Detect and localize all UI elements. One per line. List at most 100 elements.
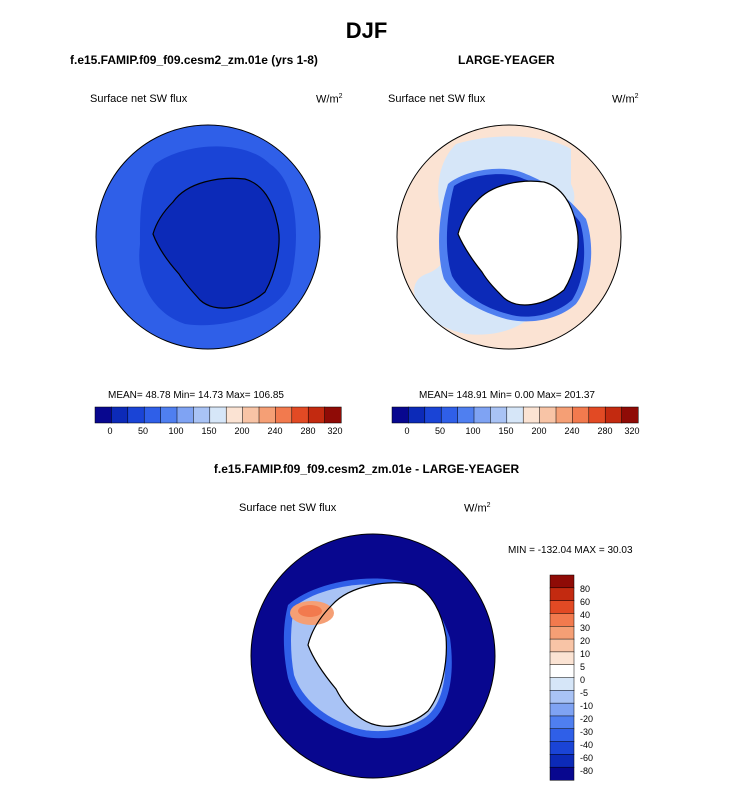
panel-2-colorbar-ticks: 0 50 100 150 200 240 280 320 (392, 426, 639, 438)
colorbar-swatch (440, 406, 459, 424)
panel-1-colorbar (94, 406, 342, 424)
colorbar-swatch (94, 406, 112, 424)
colorbar-swatch (391, 406, 409, 424)
colorbar-swatch (275, 406, 293, 424)
panel-2-coastline (457, 180, 579, 306)
panel-3-positive-anomaly-core (298, 605, 322, 617)
panel-1-colorbar-ticks: 0 50 100 150 200 240 280 320 (95, 426, 343, 438)
colorbar-swatch (258, 406, 276, 424)
colorbar-swatch (291, 406, 309, 424)
colorbar-swatch (324, 406, 342, 424)
figure-title: DJF (345, 18, 388, 43)
colorbar-swatch (143, 406, 162, 424)
cb2-tick: 100 (465, 426, 481, 436)
panel-1-map-border (95, 124, 321, 350)
panel-2-polar-map (396, 124, 622, 350)
panel-3-stats: MIN = -132.04 MAX = 30.03 (508, 545, 633, 556)
cb3-tick: 0 (580, 675, 586, 685)
colorbar-swatch (555, 406, 573, 424)
cb3-tick: -80 (580, 766, 594, 776)
colorbar-swatch (549, 574, 575, 589)
panel-1-antarctica-fill (153, 178, 280, 309)
colorbar-swatch (457, 406, 475, 424)
colorbar-swatch (549, 741, 575, 755)
colorbar-swatch (209, 406, 227, 424)
cb3-tick: -30 (580, 727, 594, 737)
colorbar-swatch (549, 587, 575, 602)
colorbar-swatch (522, 406, 541, 424)
colorbar-swatch (193, 406, 211, 424)
panel-2-map-border (396, 124, 622, 350)
panel-2-variable-label: Surface net SW flux (388, 93, 486, 105)
cb3-tick: -20 (580, 714, 594, 724)
cb2-tick: 0 (404, 426, 410, 436)
cb1-tick: 150 (201, 426, 217, 436)
cb1-tick: 0 (107, 426, 113, 436)
panel-1-variable-label: Surface net SW flux (90, 93, 188, 105)
cb3-tick: -5 (580, 688, 589, 698)
colorbar-swatch (408, 406, 426, 424)
cb3-tick: 60 (580, 597, 591, 607)
colorbar-swatch (242, 406, 260, 424)
cb3-tick: 80 (580, 584, 591, 594)
panel-1-coastline (152, 177, 280, 309)
colorbar-swatch (506, 406, 524, 424)
colorbar-swatch (549, 651, 575, 666)
colorbar-swatch (549, 626, 575, 640)
colorbar-swatch (307, 406, 326, 424)
cb2-tick: 240 (564, 426, 580, 436)
cb2-tick: 150 (498, 426, 514, 436)
panel-3-variable-label: Surface net SW flux (239, 502, 337, 514)
colorbar-swatch (549, 664, 575, 679)
panel-2-stats: MEAN= 148.91 Min= 0.00 Max= 201.37 (419, 390, 595, 401)
cb3-tick: 20 (580, 636, 591, 646)
panel-1-stats: MEAN= 48.78 Min= 14.73 Max= 106.85 (108, 390, 284, 401)
panel-3-antarctica-fill (308, 582, 447, 727)
cb1-tick: 50 (137, 426, 149, 436)
cb3-tick: -10 (580, 701, 594, 711)
cb1-tick: 320 (327, 426, 343, 436)
colorbar-swatch (549, 638, 575, 653)
colorbar-swatch (572, 406, 590, 424)
cb3-tick: -40 (580, 740, 594, 750)
cb3-tick: 10 (580, 649, 591, 659)
cb1-tick: 240 (267, 426, 283, 436)
panel-3-title: f.e15.FAMIP.f09_f09.cesm2_zm.01e - LARGE… (213, 462, 520, 476)
colorbar-swatch (549, 613, 575, 627)
cb1-tick: 200 (234, 426, 250, 436)
cb1-tick: 100 (168, 426, 184, 436)
panel-3-coastline (307, 582, 447, 727)
colorbar-swatch (549, 728, 575, 743)
panel-2-title: LARGE-YEAGER (458, 53, 555, 67)
panel-1-units-label: W/m2 (316, 93, 343, 106)
panel-3-polar-map (250, 533, 496, 779)
cb2-tick: 280 (597, 426, 613, 436)
colorbar-swatch (225, 406, 244, 424)
panel-2-antarctica-fill (458, 181, 579, 305)
panel-3-units-label: W/m2 (464, 502, 491, 515)
colorbar-swatch (490, 406, 508, 424)
colorbar-swatch (549, 600, 575, 614)
colorbar-swatch (424, 406, 442, 424)
panel-1-title: f.e15.FAMIP.f09_f09.cesm2_zm.01e (yrs 1-… (70, 53, 318, 67)
panel-2-colorbar (391, 406, 639, 424)
cb3-tick: 30 (580, 623, 591, 633)
colorbar-swatch (549, 690, 575, 704)
colorbar-swatch (549, 715, 575, 730)
colorbar-swatch (588, 406, 606, 424)
cb3-tick: 5 (580, 662, 586, 672)
colorbar-swatch (111, 406, 129, 424)
cb2-tick: 50 (434, 426, 446, 436)
cb3-tick: 40 (580, 610, 591, 620)
colorbar-swatch (621, 406, 639, 424)
colorbar-swatch (549, 702, 575, 717)
colorbar-swatch (549, 754, 575, 768)
colorbar-swatch (473, 406, 491, 424)
colorbar-swatch (127, 406, 145, 424)
panel-3-map-border (250, 533, 496, 779)
panel-3-vertical-colorbar (549, 574, 575, 781)
colorbar-swatch (549, 677, 575, 691)
cb3-tick: -60 (580, 753, 594, 763)
colorbar-swatch (539, 406, 557, 424)
cb2-tick: 200 (531, 426, 547, 436)
